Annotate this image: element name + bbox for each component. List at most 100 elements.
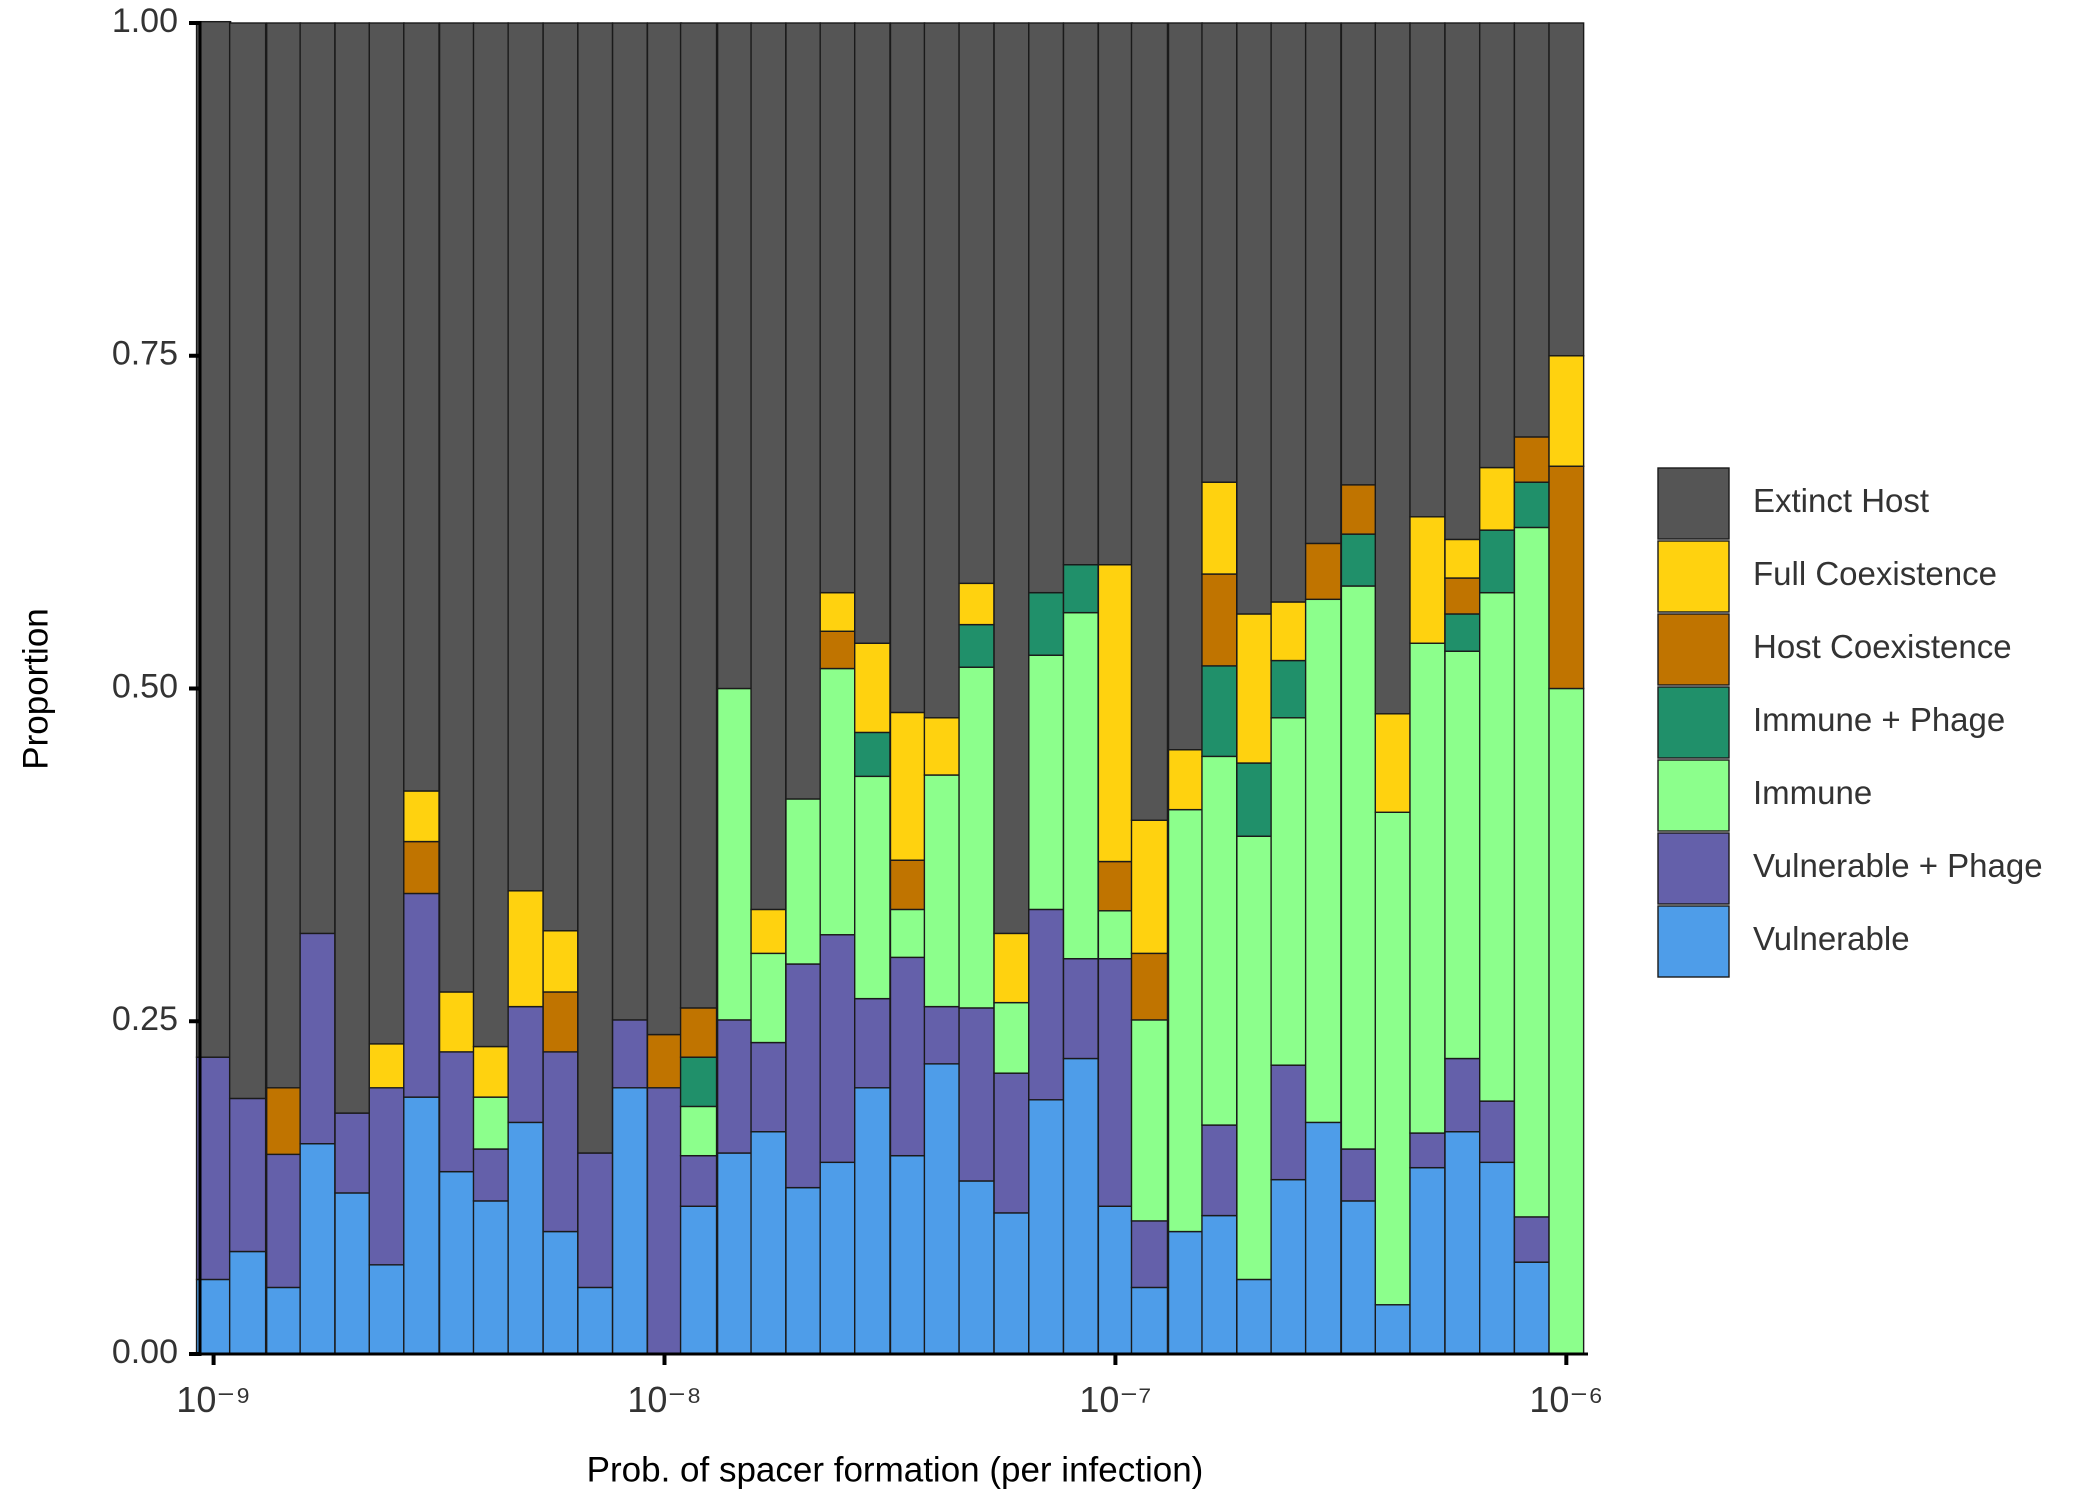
bar-segment <box>1304 542 1342 601</box>
bar-segment <box>750 952 787 1044</box>
legend-label: Full Coexistence <box>1753 555 1997 592</box>
legend-key <box>1657 613 1730 686</box>
bar-segment <box>923 717 960 776</box>
bar-segment <box>1062 957 1099 1060</box>
bar-segment <box>853 642 891 734</box>
bar-segment <box>1201 755 1238 1126</box>
x-tick-label: 10⁻⁶ <box>1529 1379 1603 1420</box>
bar-segment <box>438 991 475 1053</box>
bar-segment <box>1167 749 1204 811</box>
bar-segment <box>1548 687 1585 1355</box>
bar-segment <box>889 859 926 911</box>
bar-segment <box>1513 1216 1550 1263</box>
bar-segment <box>1201 22 1238 483</box>
bar-segment <box>195 20 232 1058</box>
y-tick-label: 0.00 <box>112 1333 178 1371</box>
bar-segment <box>1409 516 1446 644</box>
bar-segment <box>1409 1166 1446 1355</box>
bar-segment <box>1270 1064 1307 1181</box>
axes: 0.00 0.25 0.50 0.75 1.00 10⁻⁹ 10⁻⁸ 10⁻⁷ 10⁻⁶ <box>112 2 1603 1420</box>
bar-segment <box>819 667 856 936</box>
bar-segment <box>1444 613 1481 652</box>
bar-segment <box>542 22 579 932</box>
bar-segment <box>472 22 509 1048</box>
bar-segment <box>785 22 822 800</box>
bar-segment <box>1479 591 1516 1102</box>
legend-key <box>1657 759 1730 832</box>
bar-segment <box>958 22 995 585</box>
bar-segment <box>1548 465 1585 690</box>
bar-segment <box>1444 650 1481 1060</box>
bar-segment <box>403 840 440 895</box>
bar-segment <box>1028 654 1065 911</box>
bar-segment <box>1444 577 1481 615</box>
bar-segment <box>889 1154 926 1355</box>
bar-segment <box>785 798 822 965</box>
bar-segment <box>1270 717 1307 1066</box>
legend-key <box>1657 686 1730 759</box>
bar-segment <box>1513 436 1550 483</box>
bar-segment <box>923 774 960 1008</box>
bar-segment <box>716 1152 753 1355</box>
bar-segment <box>819 1161 856 1355</box>
legend-label: Extinct Host <box>1753 482 1929 519</box>
bar-segment <box>334 1192 371 1355</box>
bar-segment <box>1201 481 1238 575</box>
bar-segment <box>1028 1099 1065 1355</box>
bar-segment <box>819 934 856 1164</box>
y-axis-title: Proportion <box>16 608 55 769</box>
bar-segment <box>1444 538 1481 579</box>
bar-segment <box>577 1152 614 1289</box>
bar-segment <box>228 22 267 1100</box>
bar-segment <box>1130 819 1169 955</box>
bar-segment <box>368 1087 405 1266</box>
bar-segment <box>958 1007 995 1182</box>
bar-segment <box>853 775 891 1000</box>
bar-segment <box>958 623 995 668</box>
bar-segment <box>1374 811 1411 1306</box>
bar-segment <box>1062 611 1099 960</box>
legend-label: Immune <box>1753 774 1872 811</box>
bar-segment <box>1097 910 1134 960</box>
bar-segment <box>646 22 683 1036</box>
bar-segment <box>853 997 891 1089</box>
bar-segment <box>299 932 336 1145</box>
bar-segment <box>853 731 891 778</box>
bar-segment <box>542 1230 579 1355</box>
bar-segment <box>1236 762 1272 837</box>
bar-segment <box>1340 484 1377 535</box>
bar-segment <box>1340 22 1377 486</box>
bar-segment <box>889 908 926 959</box>
bar-segment <box>577 1286 614 1355</box>
bar-segment <box>1201 1214 1238 1355</box>
legend-key <box>1657 905 1730 978</box>
bar-segment <box>1062 22 1099 566</box>
bar-segment <box>716 22 753 690</box>
bar-segment <box>265 1153 302 1289</box>
bar-segment <box>1479 1161 1516 1355</box>
legend: Extinct Host Full Coexistence Host Coexist… <box>1657 467 2043 978</box>
bar-segment <box>1028 22 1065 594</box>
bar-segment <box>1097 957 1134 1207</box>
bar-segment <box>1130 1286 1169 1355</box>
bar-segment <box>1409 22 1446 518</box>
bar-segment <box>542 1051 579 1233</box>
bar-segment <box>265 22 302 1089</box>
bar-segment <box>299 1143 336 1355</box>
bar-segment <box>507 22 544 892</box>
bar-segment <box>1374 1304 1411 1355</box>
bar-segment <box>1201 573 1238 667</box>
bar-segment <box>611 1019 648 1089</box>
bar-segment <box>1097 860 1134 912</box>
bar-segment <box>577 22 614 1154</box>
bar-segment <box>1409 642 1446 1134</box>
bar-segment <box>403 892 440 1098</box>
bar-segment <box>1444 22 1481 541</box>
bar-segment <box>993 932 1030 1004</box>
bar-segment <box>716 1019 753 1154</box>
bar-segment <box>542 991 579 1053</box>
bar-segment <box>299 22 336 935</box>
bar-segment <box>1444 1057 1481 1133</box>
bar-segment <box>889 711 926 861</box>
bar-segment <box>265 1087 302 1156</box>
